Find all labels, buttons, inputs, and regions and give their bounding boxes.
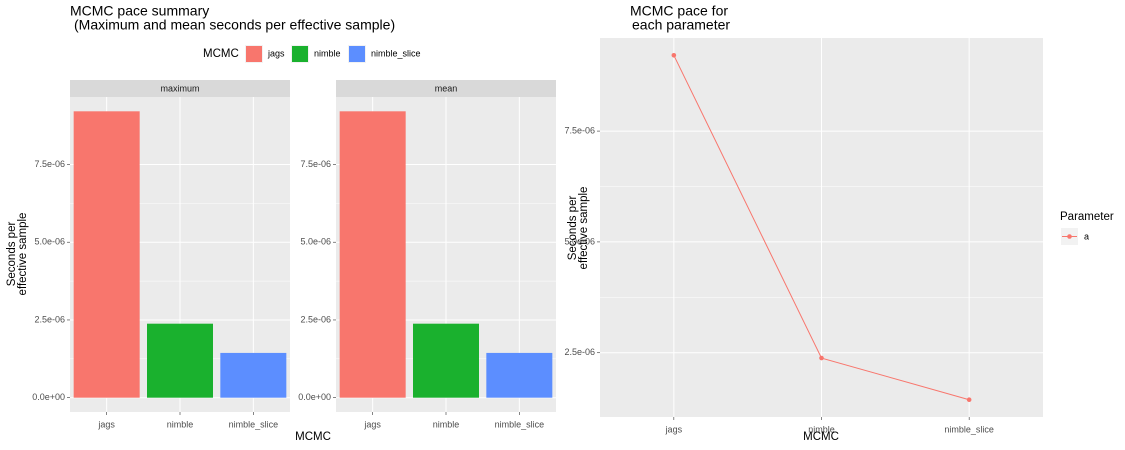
- y-axis-title: Seconds per: [567, 196, 579, 261]
- legend-key: [292, 46, 308, 62]
- bar: [486, 352, 553, 398]
- legend-key: [349, 46, 365, 62]
- y-tick-label: 7.5e-06: [564, 125, 595, 135]
- y-tick-label: 2.5e-06: [34, 314, 65, 324]
- y-tick-label: 0.0e+00: [32, 392, 65, 402]
- legend-label: a: [1084, 231, 1089, 241]
- y-axis-title: Seconds per: [6, 222, 18, 287]
- y-axis-title: effective sample: [17, 213, 29, 296]
- x-tick-label: nimble: [167, 419, 194, 429]
- chart-title: MCMC pace for: [630, 3, 728, 19]
- facet-strip: [336, 80, 556, 97]
- x-tick-label: nimble: [433, 419, 460, 429]
- chart-subtitle: (Maximum and mean seconds per effective …: [74, 17, 395, 33]
- bar: [147, 323, 213, 398]
- x-tick-label: nimble_slice: [229, 419, 279, 429]
- bar: [339, 111, 406, 398]
- y-tick-label: 5.0e-06: [300, 237, 331, 247]
- legend-label: jags: [267, 48, 285, 58]
- bar: [73, 111, 140, 398]
- legend-label: nimble_slice: [371, 48, 421, 58]
- x-tick-label: nimble_slice: [495, 419, 545, 429]
- facet-strip: [70, 80, 290, 97]
- y-tick-label: 0.0e+00: [298, 392, 331, 402]
- point: [671, 52, 677, 58]
- legend-key: [246, 46, 262, 62]
- chart-title: MCMC pace summary: [70, 3, 209, 19]
- y-tick-label: 5.0e-06: [564, 236, 595, 246]
- x-tick-label: nimble: [808, 424, 835, 434]
- y-tick-label: 2.5e-06: [564, 347, 595, 357]
- x-tick-label: jags: [97, 419, 115, 429]
- x-axis-title: MCMC: [803, 431, 839, 443]
- y-axis-title: effective sample: [578, 187, 590, 270]
- bar: [220, 352, 287, 398]
- x-tick-label: jags: [665, 424, 683, 434]
- y-tick-label: 2.5e-06: [300, 314, 331, 324]
- legend-label: nimble: [314, 48, 341, 58]
- x-axis-title: MCMC: [295, 431, 331, 443]
- chart-title: each parameter: [632, 17, 730, 33]
- facet-label: maximum: [160, 83, 199, 93]
- bar: [413, 323, 479, 398]
- facet-label: mean: [435, 83, 458, 93]
- legend-title: MCMC: [203, 48, 239, 60]
- point: [966, 397, 972, 403]
- y-tick-label: 5.0e-06: [34, 237, 65, 247]
- point: [819, 355, 824, 361]
- x-tick-label: nimble_slice: [944, 424, 994, 434]
- x-tick-label: jags: [363, 419, 381, 429]
- legend-title: Parameter: [1060, 211, 1114, 223]
- legend-key-point: [1067, 234, 1072, 239]
- y-tick-label: 7.5e-06: [34, 159, 65, 169]
- y-tick-label: 7.5e-06: [300, 159, 331, 169]
